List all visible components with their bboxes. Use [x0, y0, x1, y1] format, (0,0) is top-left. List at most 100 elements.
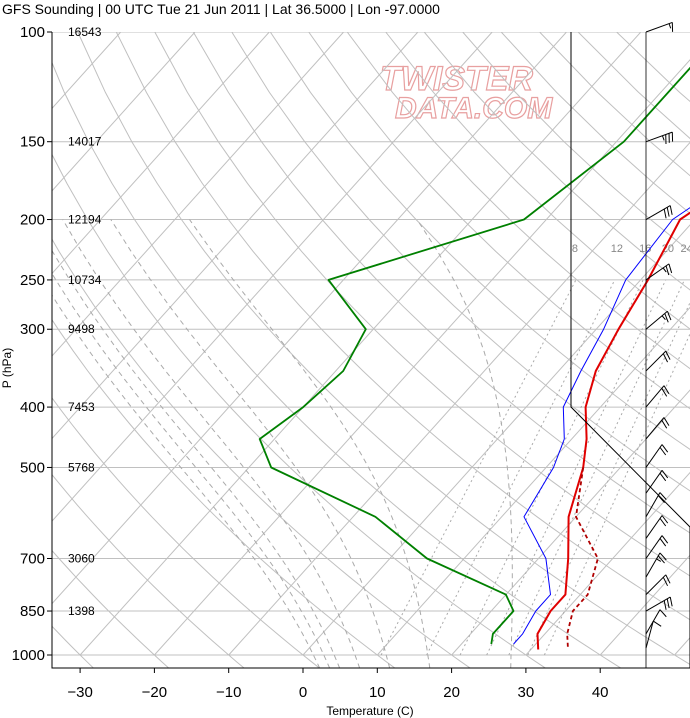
dry-adiabat-line	[500, 32, 690, 215]
dry-adiabat-line	[52, 153, 546, 668]
dry-adiabat-line	[462, 32, 690, 253]
moist-adiabat-line	[110, 219, 391, 668]
height-label: 1398	[68, 604, 95, 618]
wind-barb-staff	[645, 574, 667, 595]
axes-frame	[51, 32, 690, 669]
height-label: 3060	[68, 551, 95, 565]
mixing-ratio-label: 20	[662, 243, 674, 255]
mixing-ratio-label: 24	[680, 243, 690, 255]
wind-barb-feather	[665, 265, 670, 276]
dry-adiabat-line	[577, 32, 690, 140]
wind-barb-staff	[645, 385, 665, 408]
wind-barb	[645, 535, 669, 559]
height-label: 16543	[68, 25, 102, 39]
wind-barb	[645, 609, 667, 635]
isotherm-line	[52, 32, 344, 357]
moist-adiabat-line	[52, 249, 341, 668]
wind-barb-staff	[645, 417, 665, 440]
wind-barb-staff	[645, 552, 661, 578]
dry-adiabat-line	[616, 32, 690, 103]
wind-barb-feather	[659, 609, 667, 618]
wind-barb-feather	[668, 263, 673, 274]
wind-barb-feather	[666, 207, 670, 217]
dry-adiabat-line	[115, 32, 690, 621]
wind-barb-feather	[663, 208, 667, 219]
wind-barb-feather	[661, 419, 668, 429]
wind-barb-staff	[645, 596, 671, 612]
wind-barb-feather	[659, 552, 667, 561]
wind-barb	[645, 492, 667, 518]
isotherm-line	[52, 32, 567, 605]
mixing-ratio-line	[508, 279, 685, 656]
virtual-temperature-line	[513, 207, 690, 645]
isotherm-line	[674, 637, 690, 656]
isotherm-line	[525, 471, 690, 656]
wind-barb-feather	[662, 577, 669, 587]
barb-panel-border	[570, 32, 690, 668]
wind-barb-staff	[645, 263, 670, 281]
x-tick-label: −30	[67, 684, 92, 701]
wind-barb-staff	[645, 444, 663, 468]
y-axis-title: P (hPa)	[0, 348, 14, 388]
wind-barb-staff	[645, 205, 671, 220]
wind-barb-staff	[645, 310, 668, 330]
moist-adiabat-line	[62, 219, 361, 668]
wind-barb-staff	[645, 131, 673, 143]
wind-barb-feather	[657, 555, 665, 564]
dry-adiabat-line	[52, 397, 320, 668]
wind-barb-feather	[661, 470, 669, 479]
wind-barb	[645, 417, 670, 440]
height-label: 12194	[68, 213, 102, 227]
isotherm-line	[376, 306, 690, 656]
dry-adiabat-line	[269, 32, 690, 451]
wind-barb-feather	[663, 385, 670, 394]
wind-barb-feather	[665, 350, 671, 360]
x-tick-label: 30	[518, 684, 535, 701]
wind-barb-feather	[661, 444, 669, 453]
wind-barb-feather	[657, 495, 665, 504]
wind-barb-feather	[659, 447, 667, 456]
wind-barb-staff	[645, 350, 667, 372]
dry-adiabat-line	[346, 32, 690, 370]
pressure-label: 250	[20, 272, 45, 289]
isotherm-line	[52, 32, 196, 192]
dewpoint-line	[258, 66, 690, 645]
wind-barb-feather	[662, 353, 669, 363]
wind-barb-feather	[661, 515, 669, 524]
x-tick-label: 10	[369, 684, 386, 701]
pressure-label: 100	[20, 24, 45, 41]
wind-barb-feather	[669, 596, 673, 607]
wind-barb	[645, 310, 672, 330]
wind-barb	[645, 21, 674, 33]
plot-area: 8121620242832	[52, 32, 690, 668]
wind-barb	[645, 596, 673, 612]
wind-barb	[645, 444, 669, 468]
x-tick-label: −10	[216, 684, 241, 701]
isotherm-line	[451, 389, 690, 656]
x-tick-label: −20	[142, 684, 167, 701]
dry-adiabat-line	[192, 32, 690, 534]
wind-barb-feather	[664, 313, 669, 323]
mixing-ratio-label: 8	[572, 243, 578, 255]
chart-title: GFS Sounding | 00 UTC Tue 21 Jun 2011 | …	[2, 1, 440, 17]
watermark-logo: TWISTER DATA.COM	[379, 59, 553, 125]
wind-barb	[645, 470, 669, 494]
wind-barb-staff	[645, 492, 661, 518]
x-tick-label: 20	[443, 684, 460, 701]
wind-barb-feather	[659, 472, 667, 482]
wind-barb-feather	[663, 600, 667, 610]
wind-barb	[645, 385, 670, 408]
height-label: 9498	[68, 322, 95, 336]
dry-adiabat-line	[52, 61, 622, 668]
wind-barb-half-feather	[668, 23, 672, 29]
moist-adiabat-line	[416, 219, 513, 668]
wind-barb-half-feather	[656, 558, 662, 562]
mixing-ratio-line	[486, 279, 667, 656]
wind-barb-staff	[645, 470, 663, 494]
wind-barb	[645, 620, 662, 649]
wind-barb-feather	[659, 492, 667, 500]
mixing-ratio-label: 12	[611, 243, 623, 255]
wind-barb	[645, 263, 673, 281]
